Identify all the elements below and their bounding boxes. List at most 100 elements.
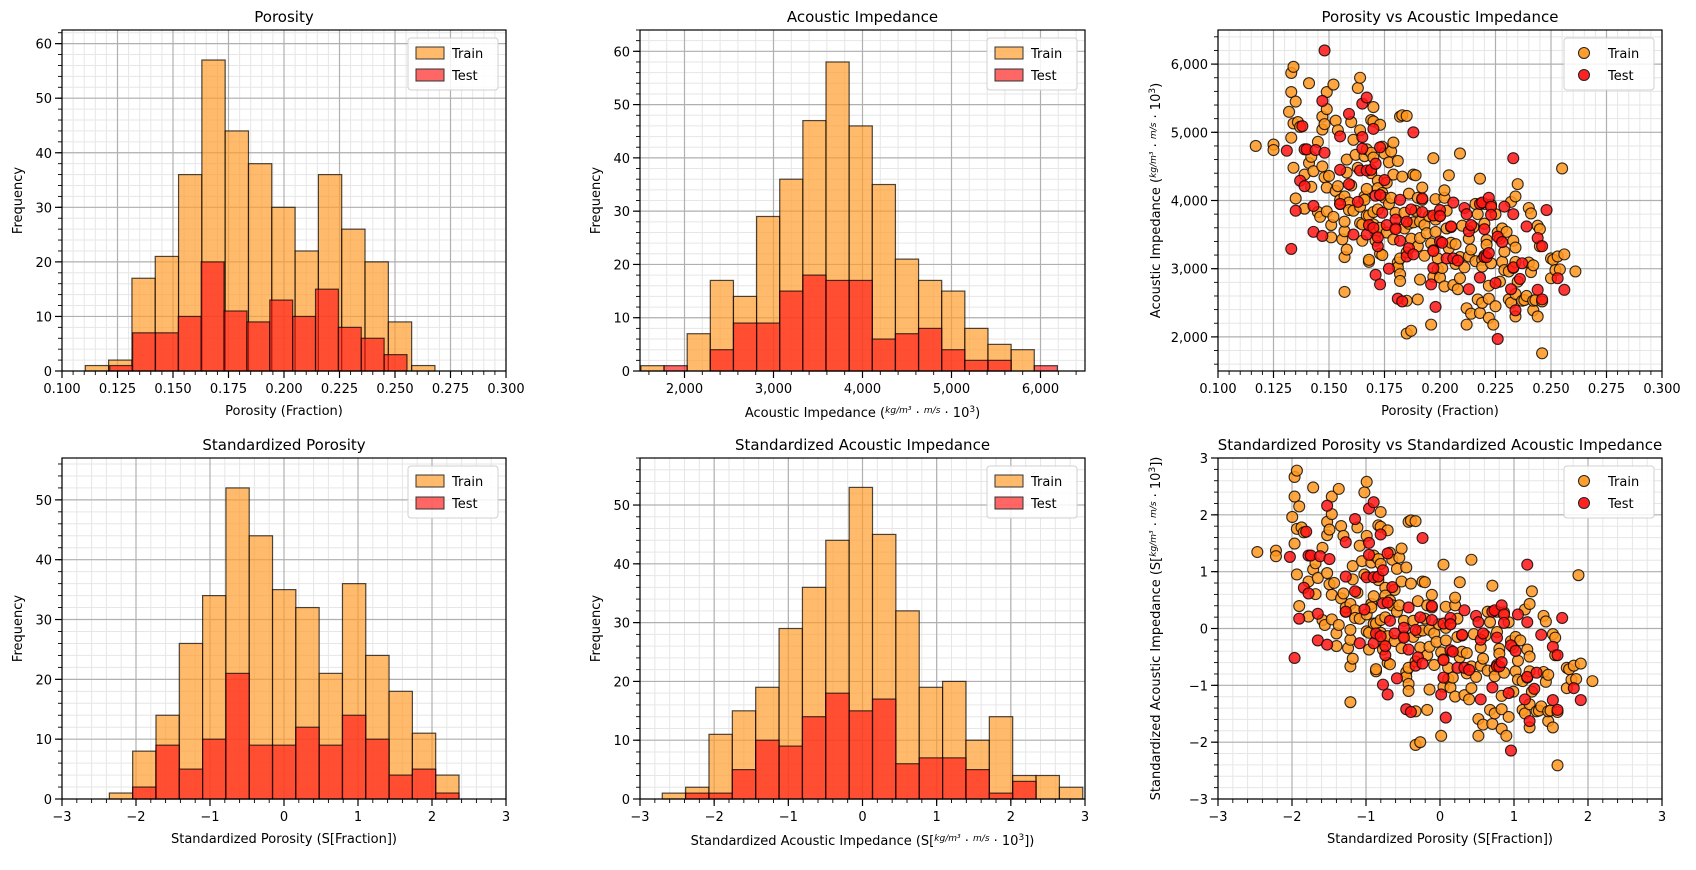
test-point [1523, 715, 1536, 728]
test-point [1416, 192, 1429, 205]
test-point [1444, 618, 1457, 631]
test-point [1362, 548, 1376, 561]
test-bar [685, 792, 710, 800]
x-tick-label: 0.250 [376, 382, 413, 397]
test-point [1374, 528, 1387, 541]
test-bar [964, 359, 989, 372]
train-point [1338, 215, 1351, 228]
y-tick-label: 50 [35, 494, 52, 509]
train-point [1400, 561, 1413, 574]
test-point [1323, 552, 1336, 566]
test-bar [731, 769, 757, 800]
train-point [1267, 143, 1280, 157]
test-point [1381, 688, 1394, 701]
legend-marker-test [1578, 69, 1590, 81]
test-point [1425, 599, 1438, 613]
train-point [1360, 475, 1373, 488]
test-bar [802, 274, 827, 372]
train-point [1502, 710, 1515, 723]
train-point [1391, 154, 1404, 167]
test-point [1427, 244, 1440, 258]
test-bar [871, 698, 897, 800]
test-point [1490, 631, 1504, 644]
test-bar [131, 332, 157, 372]
test-point [1445, 220, 1458, 233]
x-tick-label: −2 [705, 810, 724, 825]
legend-label-train: Train [451, 475, 483, 490]
train-point [1346, 560, 1359, 573]
test-point [1360, 91, 1373, 104]
test-point [1288, 651, 1301, 665]
y-axis-label: Frequency [11, 167, 26, 234]
test-bar [314, 288, 339, 372]
train-point [1435, 729, 1448, 742]
test-bar [365, 738, 390, 800]
x-tick-label: 2 [428, 810, 436, 825]
y-tick-label: 20 [35, 673, 52, 688]
test-point [1371, 231, 1384, 244]
y-tick-label: 60 [35, 38, 52, 53]
train-point [1495, 703, 1508, 716]
legend: Train Test [986, 465, 1078, 519]
test-point [1383, 614, 1397, 627]
train-point [1328, 576, 1341, 589]
train-point [1477, 652, 1490, 665]
test-point [1509, 644, 1522, 658]
train-point [1369, 663, 1383, 676]
test-point [1298, 180, 1311, 193]
test-bar [755, 322, 781, 372]
test-point [1362, 536, 1376, 549]
train-point [1411, 293, 1424, 306]
train-point [1511, 178, 1524, 191]
train-point [1465, 553, 1478, 566]
train-point [1285, 131, 1298, 144]
x-tick-label: 4,000 [844, 382, 881, 397]
test-point [1477, 627, 1490, 640]
test-bar [917, 327, 943, 372]
train-point [1453, 147, 1467, 160]
test-bar [941, 349, 966, 372]
legend-patch-test [994, 68, 1024, 82]
train-point [1428, 658, 1441, 672]
test-point [1402, 643, 1415, 656]
x-tick-label: 0.275 [432, 382, 469, 397]
train-bar [640, 365, 665, 372]
test-point [1334, 130, 1347, 143]
test-point [1374, 630, 1387, 643]
test-point [1334, 163, 1347, 176]
train-point [1551, 759, 1564, 772]
test-bar [411, 768, 437, 800]
test-point [1439, 711, 1452, 724]
subplot-poro-ai-scatter: 0.100 0.125 0.150 0.175 0.200 0.225 0.250 0.275… [1148, 8, 1681, 419]
test-point [1376, 564, 1390, 577]
test-bar [295, 726, 320, 800]
test-point [1296, 120, 1309, 133]
y-tick-label: 30 [613, 205, 630, 220]
test-bar [709, 349, 735, 372]
train-point [1425, 318, 1438, 331]
x-tick-label: 0.150 [1310, 382, 1347, 397]
y-tick-label: 3,000 [1171, 263, 1208, 278]
test-point [1339, 570, 1352, 583]
test-point [1381, 547, 1394, 560]
train-point [1438, 184, 1451, 197]
chart-title: Porosity [254, 8, 314, 26]
test-point [1376, 206, 1389, 219]
test-point [1334, 197, 1347, 210]
train-point [1472, 729, 1485, 742]
chart-title: Porosity vs Acoustic Impedance [1322, 8, 1559, 26]
y-tick-label: 30 [35, 201, 52, 216]
train-point [1525, 585, 1538, 598]
legend: Train Test [407, 465, 499, 519]
test-point [1289, 204, 1302, 217]
train-bar [1010, 349, 1035, 372]
y-tick-label: 40 [35, 147, 52, 162]
test-point [1465, 219, 1478, 232]
train-point [1523, 650, 1536, 663]
test-point [1463, 663, 1476, 676]
y-tick-label: 5,000 [1171, 126, 1208, 141]
train-point [1542, 668, 1555, 681]
test-point [1437, 654, 1450, 667]
train-point [1318, 118, 1331, 131]
x-axis-label: Standardized Porosity (S[Fraction]) [1327, 832, 1553, 847]
